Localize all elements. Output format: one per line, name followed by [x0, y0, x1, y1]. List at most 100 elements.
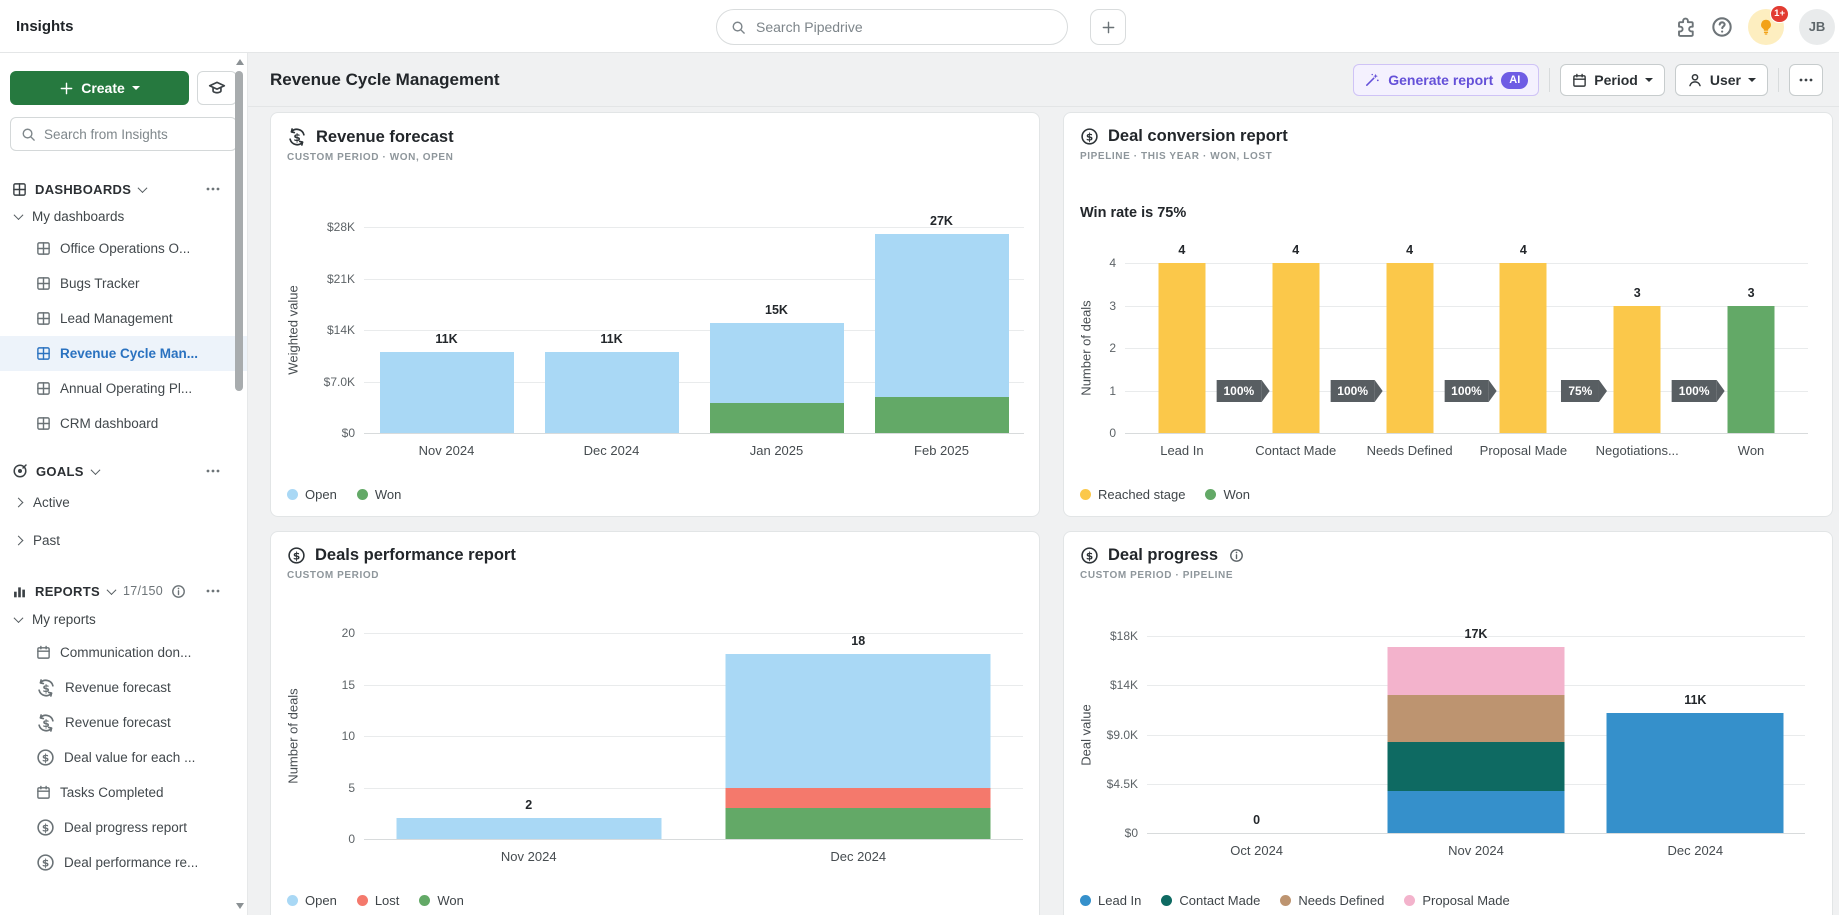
- legend-open[interactable]: Open: [287, 487, 337, 502]
- bar-dec-2024-open[interactable]: [544, 352, 679, 433]
- section-dashboards[interactable]: DASHBOARDS: [0, 177, 247, 201]
- legend-won[interactable]: Won: [419, 893, 464, 908]
- bar-won-won[interactable]: [1727, 305, 1775, 433]
- goals-item-active[interactable]: Active: [0, 483, 247, 521]
- sidebar-item-office-operations-o[interactable]: Office Operations O...: [0, 231, 247, 266]
- dashboard-more-button[interactable]: [1789, 64, 1823, 96]
- whats-new-bulb-button[interactable]: 1+: [1748, 4, 1789, 45]
- bar-contact-made-reached-stage[interactable]: [1272, 263, 1320, 433]
- bar-jan-2025-won[interactable]: [709, 402, 844, 433]
- bar-feb-2025-open[interactable]: [874, 234, 1009, 397]
- quick-add-button[interactable]: [1090, 9, 1126, 45]
- legend-dot: [1280, 895, 1292, 906]
- learning-button[interactable]: [197, 71, 237, 105]
- bar-nov-2024-open[interactable]: [379, 352, 514, 433]
- bar-dec-2024-won[interactable]: [725, 808, 991, 839]
- report-item-deal-value-for-each[interactable]: $ Deal value for each ...: [0, 740, 247, 775]
- section-goals[interactable]: GOALS: [0, 459, 247, 483]
- help-icon[interactable]: [1711, 16, 1733, 38]
- bar-nov-2024-proposal-made[interactable]: [1387, 646, 1565, 696]
- legend-lead-in[interactable]: Lead In: [1080, 893, 1141, 908]
- gridline: [1125, 433, 1808, 434]
- sidebar-item-label: Revenue forecast: [65, 715, 171, 730]
- info-icon[interactable]: [1229, 548, 1244, 563]
- goals-menu-button[interactable]: [205, 463, 221, 479]
- bar-lead-in-reached-stage[interactable]: [1158, 263, 1206, 433]
- sidebar-scrollbar[interactable]: [233, 53, 246, 915]
- legend-open[interactable]: Open: [287, 893, 337, 908]
- user-avatar[interactable]: JB: [1799, 8, 1835, 45]
- scroll-down-arrow-icon[interactable]: [236, 903, 244, 909]
- card-title[interactable]: Deals performance report: [315, 546, 516, 564]
- legend-needs-defined[interactable]: Needs Defined: [1280, 893, 1384, 908]
- legend-contact-made[interactable]: Contact Made: [1161, 893, 1260, 908]
- report-item-revenue-forecast[interactable]: $ Revenue forecast: [0, 670, 247, 705]
- reports-info-icon[interactable]: [171, 584, 186, 599]
- report-item-communication-don[interactable]: Communication don...: [0, 635, 247, 670]
- report-item-deal-performance-re[interactable]: $ Deal performance re...: [0, 845, 247, 880]
- legend-label: Open: [305, 893, 337, 908]
- bar-nov-2024-needs-defined[interactable]: [1387, 695, 1565, 743]
- y-tick-label: 1: [1109, 383, 1116, 398]
- group-my-reports[interactable]: My reports: [0, 603, 247, 635]
- legend-lost[interactable]: Lost: [356, 893, 399, 908]
- sidebar-item-bugs-tracker[interactable]: Bugs Tracker: [0, 266, 247, 301]
- card-title[interactable]: Deal progress: [1108, 546, 1219, 564]
- sidebar-item-lead-management[interactable]: Lead Management: [0, 301, 247, 336]
- card-title[interactable]: Revenue forecast: [316, 127, 454, 146]
- bar-dec-2024-open[interactable]: [725, 653, 991, 788]
- global-search-input[interactable]: Search Pipedrive: [716, 9, 1068, 45]
- legend-proposal-made[interactable]: Proposal Made: [1404, 893, 1510, 908]
- bar-jan-2025-open[interactable]: [709, 322, 844, 403]
- bar-nov-2024-open[interactable]: [396, 818, 662, 839]
- y-tick-label: $28K: [326, 220, 355, 234]
- sidebar-item-annual-operating-pl[interactable]: Annual Operating Pl...: [0, 371, 247, 406]
- x-axis-label: Nov 2024: [1448, 843, 1504, 858]
- reports-menu-button[interactable]: [205, 583, 221, 599]
- gridline: [364, 227, 1024, 228]
- caret-down-icon: [131, 86, 140, 90]
- legend-dot: [1080, 895, 1091, 906]
- x-axis-label: Nov 2024: [418, 443, 475, 458]
- bar-proposal-made-reached-stage[interactable]: [1499, 263, 1547, 433]
- period-filter-button[interactable]: Period: [1560, 64, 1665, 96]
- section-reports[interactable]: REPORTS 17/150: [0, 579, 247, 603]
- money-icon: $: [1080, 127, 1099, 146]
- scrollbar-thumb[interactable]: [235, 71, 243, 391]
- generate-report-button[interactable]: Generate report AI: [1353, 64, 1540, 96]
- x-axis-label: Contact Made: [1255, 443, 1337, 458]
- create-button[interactable]: Create: [10, 71, 189, 105]
- card-title[interactable]: Deal conversion report: [1108, 127, 1288, 145]
- bar-nov-2024-lead-in[interactable]: [1387, 791, 1565, 833]
- user-filter-button[interactable]: User: [1674, 64, 1768, 96]
- gridline: [364, 381, 1024, 383]
- bar-negotiations-reached-stage[interactable]: [1613, 305, 1661, 433]
- x-axis-label: Jan 2025: [749, 443, 804, 458]
- goals-item-past[interactable]: Past: [0, 521, 247, 559]
- sidebar-item-revenue-cycle-man[interactable]: Revenue Cycle Man...: [0, 336, 247, 371]
- bar-needs-defined-reached-stage[interactable]: [1386, 263, 1434, 433]
- dashboards-menu-button[interactable]: [205, 181, 221, 197]
- scroll-up-arrow-icon[interactable]: [236, 59, 244, 65]
- gridline: [364, 278, 1024, 280]
- group-my-dashboards[interactable]: My dashboards: [0, 201, 247, 231]
- legend-label: Open: [305, 487, 337, 502]
- integrations-puzzle-icon[interactable]: [1676, 17, 1696, 37]
- nav-right-cluster: 1+ JB: [1676, 0, 1835, 53]
- money-icon: $: [1080, 546, 1099, 565]
- bar-dec-2024-lead-in[interactable]: [1606, 712, 1784, 833]
- bar-feb-2025-won[interactable]: [874, 396, 1009, 433]
- report-item-tasks-completed[interactable]: Tasks Completed: [0, 775, 247, 810]
- bar-nov-2024-contact-made[interactable]: [1387, 742, 1565, 792]
- bar-total-label: 11K: [600, 332, 623, 347]
- legend-won[interactable]: Won: [1205, 487, 1250, 502]
- insights-search-input[interactable]: Search from Insights: [10, 117, 237, 151]
- legend-reached-stage[interactable]: Reached stage: [1080, 487, 1185, 502]
- bar-dec-2024-lost[interactable]: [725, 787, 991, 809]
- target-icon: [12, 463, 28, 479]
- legend-won[interactable]: Won: [356, 487, 401, 502]
- report-item-deal-progress-report[interactable]: $ Deal progress report: [0, 810, 247, 845]
- money-icon: $: [287, 546, 306, 565]
- sidebar-item-crm-dashboard[interactable]: CRM dashboard: [0, 406, 247, 441]
- report-item-revenue-forecast[interactable]: $ Revenue forecast: [0, 705, 247, 740]
